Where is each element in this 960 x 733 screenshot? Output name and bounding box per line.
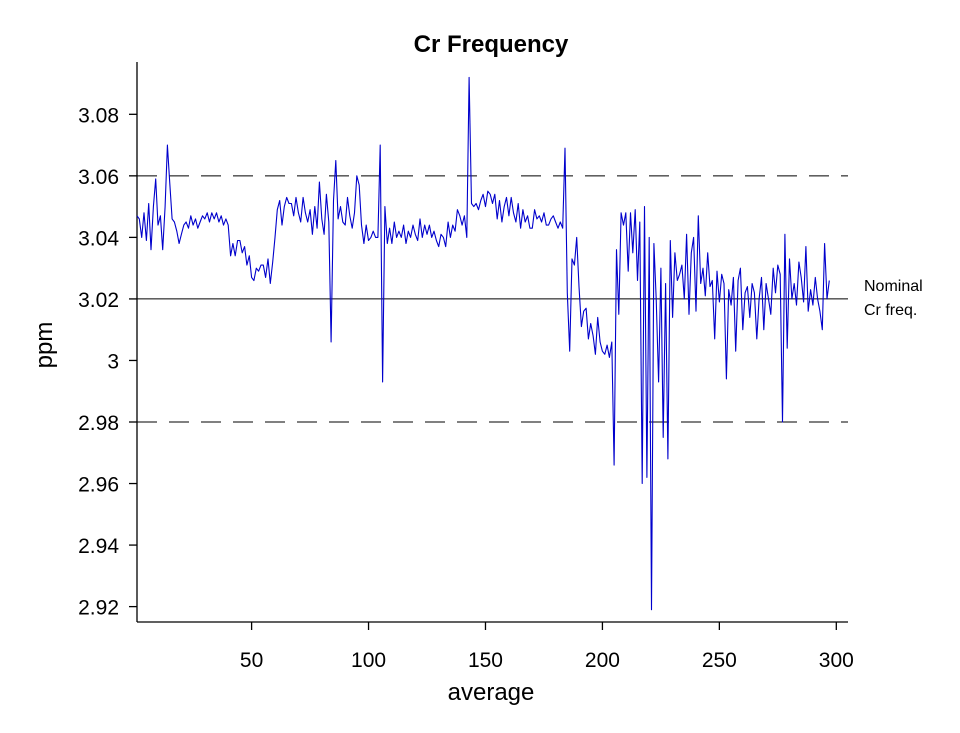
nominal-annotation-line: Cr freq. xyxy=(864,302,917,319)
axes-group: 2.92 2.94 2.96 2.98 3 3.02 3.04 3.06 3.08 50 100 15… xyxy=(78,62,854,672)
x-tick-label: 150 xyxy=(468,649,503,672)
x-axis-label: average xyxy=(448,679,535,706)
y-tick-label: 3.02 xyxy=(78,289,119,312)
annotations-group: Nominal Cr freq. xyxy=(864,278,923,319)
y-tick-label: 2.92 xyxy=(78,597,119,620)
x-tick-label: 50 xyxy=(240,649,263,672)
y-tick-label: 3.04 xyxy=(78,227,119,250)
chart-title: Cr Frequency xyxy=(414,31,569,58)
y-tick-label: 2.96 xyxy=(78,474,119,497)
nominal-annotation-line: Nominal xyxy=(864,278,923,295)
y-tick-label: 3.06 xyxy=(78,166,119,189)
x-tick-label: 200 xyxy=(585,649,620,672)
x-tick-label: 100 xyxy=(351,649,386,672)
x-tick-label: 300 xyxy=(819,649,854,672)
y-tick-label: 2.94 xyxy=(78,535,119,558)
reference-lines-group xyxy=(137,175,848,423)
series-group xyxy=(136,76,830,611)
y-tick-label: 3 xyxy=(107,350,119,373)
x-tick-label: 250 xyxy=(702,649,737,672)
y-tick-label: 3.08 xyxy=(78,104,119,127)
y-tick-label: 2.98 xyxy=(78,412,119,435)
series-line-cr-frequency xyxy=(136,76,830,611)
y-axis-label: ppm xyxy=(31,322,58,369)
